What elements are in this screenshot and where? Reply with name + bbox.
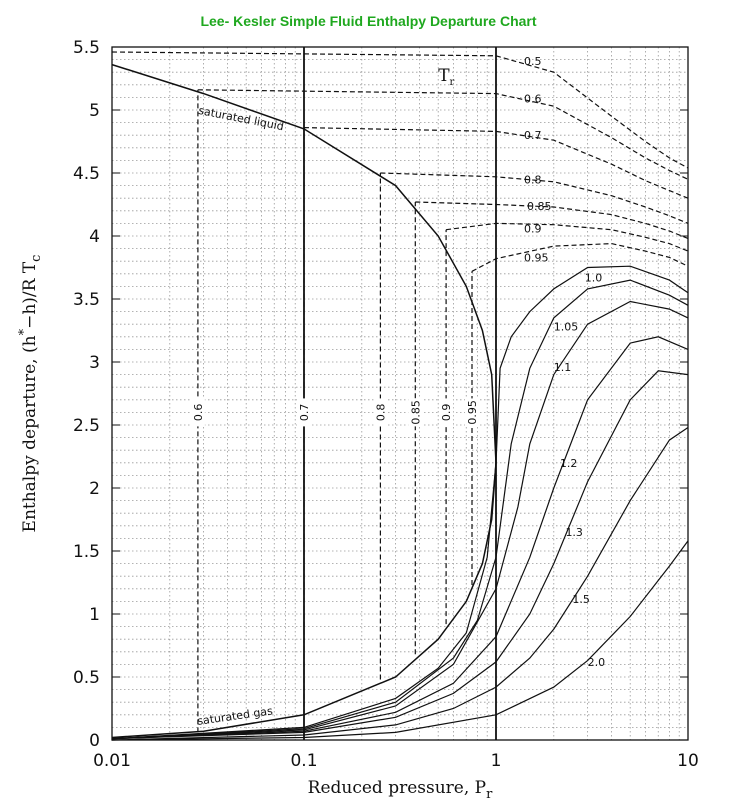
tr-curve-1.0 (111, 265, 689, 740)
curve-label-0.8: 0.8 (524, 173, 542, 186)
tr-curve-0.85 (415, 201, 689, 240)
curve-label-1.05: 1.05 (554, 321, 579, 334)
label-backdrop (439, 398, 454, 427)
y-tick-label: 3.5 (73, 290, 100, 310)
curve-label-2.0: 2.0 (588, 656, 606, 669)
vertical-curve-label-0.9: 0.9 (440, 404, 453, 422)
y-axis-title: Enthalpy departure, (h*−h)/R Tc (17, 255, 44, 533)
x-axis-title: Reduced pressure, Pr (308, 778, 493, 802)
plot-frame (111, 46, 689, 741)
curve-label-0.6: 0.6 (524, 93, 542, 106)
curve-labels: 0.5 0.6 0.7 0.8 0.85 0.9 0.95 1.0 1.05 1.1 1.2 1.3 1… (190, 55, 606, 669)
label-backdrop (373, 398, 388, 427)
tr-curve-0.95 (471, 242, 689, 272)
x-tick-label: 0.01 (93, 751, 131, 771)
x-tick-label: 1 (491, 751, 502, 771)
axes: 0 0.5 1 1.5 2 2.5 3 3.5 4 4.5 5 5.5 0.01 0.1 1 10 (73, 38, 699, 771)
curve-label-1.2: 1.2 (560, 457, 578, 470)
curve-label-0.9: 0.9 (524, 222, 542, 235)
y-tick-label: 1 (89, 605, 100, 625)
tr-curve-0.9 (446, 222, 689, 252)
saturated-gas-curve (111, 462, 497, 739)
y-tick-label: 0 (89, 731, 100, 751)
tr-curve-1.3 (111, 370, 689, 740)
y-tick-label: 5.5 (73, 38, 100, 58)
tr-curve-2.0 (111, 540, 689, 741)
saturated-liquid-label: saturated liquid (197, 104, 285, 133)
vertical-curve-label-0.7: 0.7 (298, 404, 311, 422)
x-tick-label: 10 (677, 751, 699, 771)
y-tick-label: 0.5 (73, 668, 100, 688)
curve-label-1.0: 1.0 (585, 272, 603, 285)
curve-label-1.1: 1.1 (554, 361, 572, 374)
y-tick-label: 2.5 (73, 416, 100, 436)
y-tick-label: 3 (89, 353, 100, 373)
vertical-curve-label-0.8: 0.8 (374, 404, 387, 422)
curve-label-0.7: 0.7 (524, 129, 542, 142)
y-tick-label: 1.5 (73, 542, 100, 562)
vertical-curve-label-0.85: 0.85 (409, 400, 422, 425)
saturated-gas-label: saturated gas (196, 704, 273, 727)
curves (111, 47, 689, 741)
label-backdrop (465, 398, 480, 427)
parameter-label: Tr (438, 66, 454, 88)
y-tick-label: 2 (89, 479, 100, 499)
chart-title: Lee- Kesler Simple Fluid Enthalpy Depart… (200, 13, 537, 29)
grid (112, 47, 688, 740)
tr-curve-1.2 (111, 336, 689, 740)
tr-curve-1.5 (111, 427, 689, 741)
saturated-liquid-curve (111, 63, 497, 463)
curve-label-0.85: 0.85 (527, 200, 552, 213)
label-backdrop (297, 398, 311, 427)
label-backdrop (408, 398, 423, 427)
x-tick-label: 0.1 (290, 751, 317, 771)
y-tick-label: 4.5 (73, 164, 100, 184)
y-tick-label: 4 (89, 227, 100, 247)
vertical-curve-label-0.6: 0.6 (192, 404, 205, 422)
vertical-curve-label-0.95: 0.95 (466, 400, 479, 425)
curve-label-1.5: 1.5 (572, 593, 590, 606)
y-tick-label: 5 (89, 101, 100, 121)
tr-curve-1.05 (111, 279, 689, 740)
curve-label-1.3: 1.3 (565, 526, 583, 539)
label-backdrop (190, 398, 205, 427)
tr-curve-1.1 (111, 300, 689, 740)
curve-label-0.5: 0.5 (524, 55, 542, 68)
curve-label-0.95: 0.95 (524, 251, 549, 264)
